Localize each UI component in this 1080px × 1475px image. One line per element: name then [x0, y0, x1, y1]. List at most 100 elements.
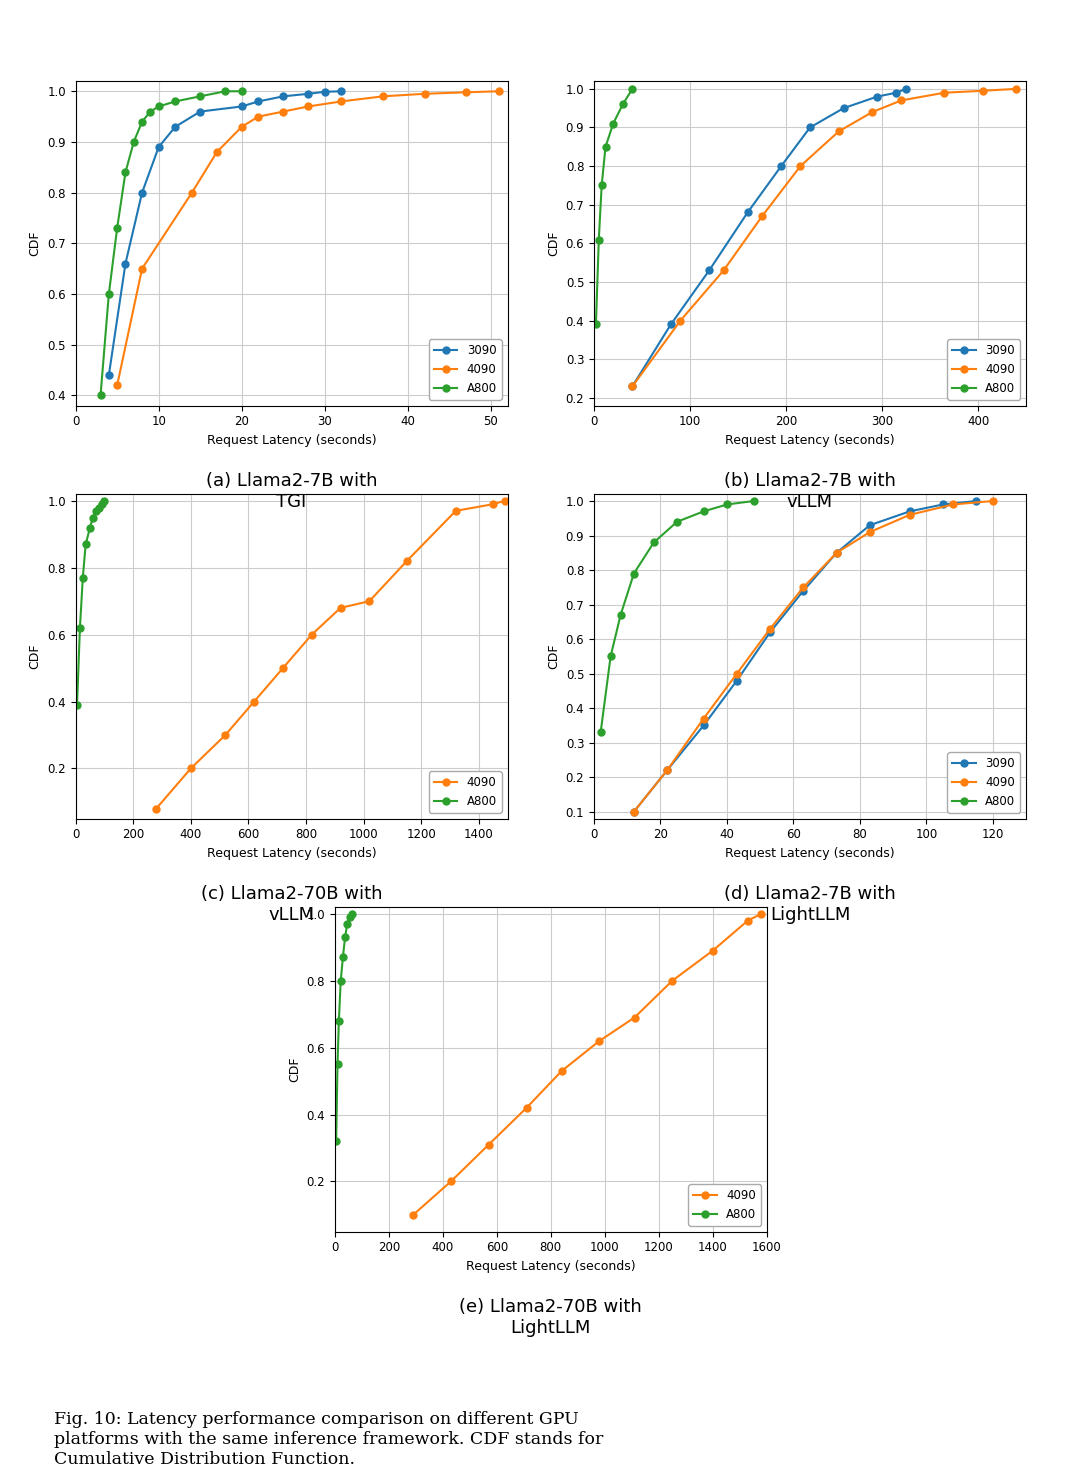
A800 — [92, 499, 105, 516]
Legend: 3090, 4090, A800: 3090, 4090, A800 — [947, 752, 1021, 813]
4090 — [185, 760, 198, 777]
4090 — [946, 496, 959, 513]
3090 — [831, 544, 843, 562]
Line: 3090: 3090 — [629, 86, 909, 389]
3090 — [301, 86, 314, 103]
A800 — [590, 316, 603, 333]
4090 — [276, 103, 289, 121]
Text: (d) Llama2-7B with
LightLLM: (d) Llama2-7B with LightLLM — [724, 885, 896, 923]
A800 — [599, 139, 612, 156]
A800 — [90, 502, 103, 519]
Y-axis label: CDF: CDF — [548, 230, 561, 257]
4090 — [219, 726, 232, 743]
4090 — [235, 118, 248, 136]
3090 — [970, 493, 983, 510]
4090 — [401, 552, 414, 569]
A800 — [339, 928, 352, 945]
4090 — [247, 693, 260, 711]
X-axis label: Request Latency (seconds): Request Latency (seconds) — [725, 434, 895, 447]
4090 — [863, 524, 876, 541]
4090 — [593, 1032, 606, 1050]
Text: (b) Llama2-7B with
vLLM: (b) Llama2-7B with vLLM — [724, 472, 896, 510]
3090 — [168, 118, 181, 136]
A800 — [594, 723, 607, 740]
A800 — [595, 177, 608, 195]
4090 — [136, 260, 149, 277]
Legend: 3090, 4090, A800: 3090, 4090, A800 — [429, 339, 502, 400]
A800 — [604, 648, 617, 665]
A800 — [168, 93, 181, 111]
3090 — [774, 158, 787, 176]
Line: 4090: 4090 — [409, 910, 765, 1218]
A800 — [626, 80, 639, 97]
Text: (c) Llama2-70B with
vLLM: (c) Llama2-70B with vLLM — [201, 885, 382, 923]
4090 — [449, 502, 462, 519]
4090 — [492, 83, 505, 100]
A800 — [592, 230, 605, 248]
4090 — [831, 544, 843, 562]
3090 — [936, 496, 949, 513]
4090 — [661, 761, 674, 779]
A800 — [341, 914, 354, 932]
3090 — [764, 624, 777, 642]
4090 — [976, 83, 989, 100]
4090 — [211, 143, 224, 161]
3090 — [152, 139, 165, 156]
3090 — [863, 516, 876, 534]
Line: 4090: 4090 — [152, 497, 509, 813]
A800 — [647, 534, 660, 552]
4090 — [674, 311, 687, 329]
4090 — [334, 599, 347, 617]
3090 — [193, 103, 206, 121]
4090 — [445, 1173, 458, 1190]
3090 — [870, 87, 883, 105]
3090 — [626, 378, 639, 395]
4090 — [418, 86, 431, 103]
4090 — [1010, 80, 1023, 97]
Line: A800: A800 — [597, 497, 757, 736]
3090 — [276, 87, 289, 105]
3090 — [252, 93, 265, 111]
4090 — [764, 620, 777, 637]
X-axis label: Request Latency (seconds): Request Latency (seconds) — [725, 847, 895, 860]
A800 — [335, 972, 348, 990]
Line: 3090: 3090 — [631, 497, 980, 816]
4090 — [730, 665, 743, 683]
A800 — [70, 696, 83, 714]
A800 — [343, 909, 356, 926]
Line: A800: A800 — [97, 88, 245, 398]
3090 — [627, 802, 640, 820]
A800 — [346, 906, 359, 923]
Legend: 4090, A800: 4090, A800 — [429, 771, 502, 813]
A800 — [119, 164, 132, 181]
4090 — [252, 108, 265, 125]
A800 — [627, 565, 640, 583]
4090 — [498, 493, 511, 510]
A800 — [98, 493, 111, 510]
4090 — [186, 184, 199, 202]
4090 — [627, 802, 640, 820]
A800 — [144, 103, 157, 121]
Legend: 4090, A800: 4090, A800 — [688, 1184, 761, 1226]
X-axis label: Request Latency (seconds): Request Latency (seconds) — [465, 1260, 636, 1273]
4090 — [407, 1207, 420, 1224]
A800 — [337, 948, 350, 966]
A800 — [152, 97, 165, 115]
3090 — [797, 583, 810, 600]
A800 — [333, 1012, 346, 1030]
Legend: 3090, 4090, A800: 3090, 4090, A800 — [947, 339, 1021, 400]
A800 — [77, 569, 90, 587]
A800 — [193, 87, 206, 105]
A800 — [329, 1133, 342, 1150]
4090 — [903, 506, 916, 524]
A800 — [615, 606, 627, 624]
3090 — [136, 184, 149, 202]
4090 — [755, 906, 768, 923]
4090 — [937, 84, 950, 102]
4090 — [335, 93, 348, 111]
3090 — [335, 83, 348, 100]
4090 — [110, 376, 123, 394]
3090 — [698, 717, 711, 735]
A800 — [95, 496, 108, 513]
A800 — [747, 493, 760, 510]
